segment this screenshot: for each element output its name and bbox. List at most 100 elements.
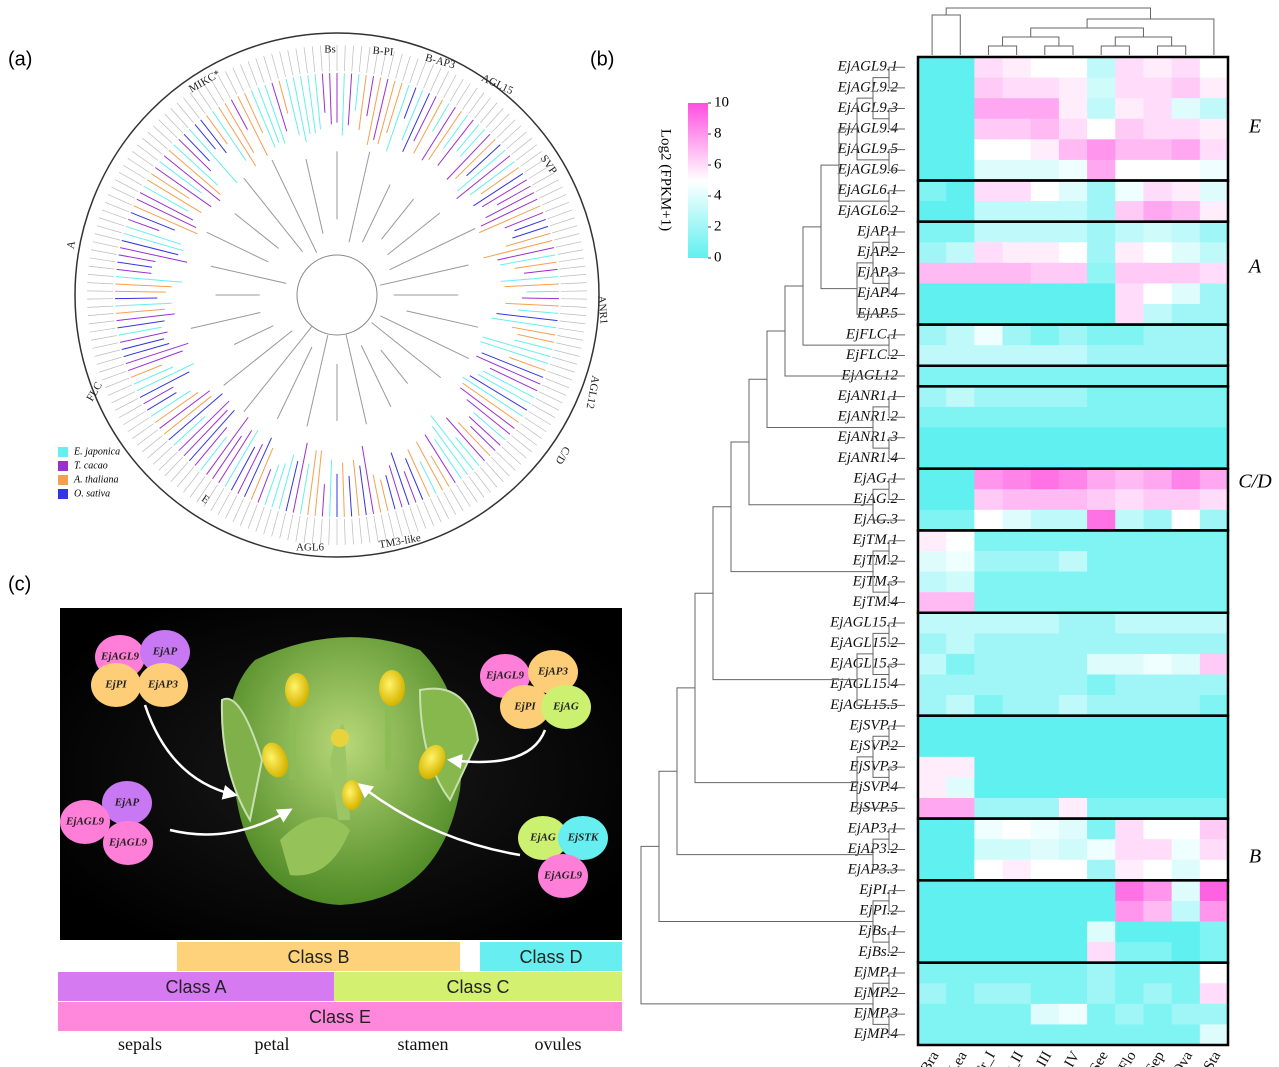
heat-cell bbox=[1115, 860, 1144, 881]
branch bbox=[195, 124, 216, 149]
heat-cell bbox=[1115, 633, 1144, 654]
dendrogram bbox=[659, 771, 873, 921]
clade-label: E bbox=[199, 493, 212, 507]
heat-cell bbox=[974, 551, 1003, 572]
heat-cell bbox=[1031, 819, 1060, 840]
branch bbox=[315, 450, 322, 516]
legend-label: A. thaliana bbox=[73, 474, 118, 485]
heat-cell bbox=[1200, 78, 1229, 99]
heat-cell bbox=[1143, 304, 1172, 325]
heat-cell bbox=[974, 819, 1003, 840]
leaf-tick bbox=[137, 145, 158, 161]
heat-cell bbox=[1031, 139, 1060, 160]
heat-cell bbox=[1087, 530, 1116, 551]
column-label: See bbox=[1087, 1048, 1112, 1067]
branch bbox=[219, 107, 256, 166]
dendrogram bbox=[1003, 37, 1059, 46]
heat-cell bbox=[1200, 839, 1229, 860]
branch bbox=[279, 455, 294, 509]
branch bbox=[131, 365, 162, 377]
row-label: EjAGL12 bbox=[840, 367, 898, 383]
heat-cell bbox=[1115, 592, 1144, 613]
leaf-tick bbox=[248, 504, 257, 528]
branch bbox=[386, 85, 409, 151]
clade-label: B-AP3 bbox=[424, 52, 457, 72]
heat-cell bbox=[1031, 386, 1060, 407]
branch bbox=[147, 393, 176, 411]
leaf-tick bbox=[511, 138, 531, 154]
heat-cell bbox=[1087, 819, 1116, 840]
row-label: EjTM.3 bbox=[852, 573, 898, 589]
leaf-tick bbox=[486, 108, 503, 127]
heat-cell bbox=[1003, 942, 1032, 963]
branch bbox=[481, 199, 537, 226]
heat-cell bbox=[946, 633, 975, 654]
group-label: E bbox=[1248, 116, 1261, 138]
heat-cell bbox=[1059, 819, 1088, 840]
heat-cell bbox=[1031, 366, 1060, 387]
heat-cell bbox=[946, 1024, 975, 1045]
heat-cell bbox=[1059, 633, 1088, 654]
heat-cell bbox=[918, 963, 947, 984]
heat-cell bbox=[1115, 407, 1144, 428]
heat-cell bbox=[974, 695, 1003, 716]
heat-cell bbox=[946, 345, 975, 366]
heat-cell bbox=[1172, 633, 1201, 654]
leaf-tick bbox=[550, 364, 575, 372]
leaf-tick bbox=[417, 504, 426, 528]
heat-cell bbox=[1003, 695, 1032, 716]
heat-cell bbox=[1059, 98, 1088, 119]
branch bbox=[322, 484, 324, 516]
leaf-tick bbox=[560, 313, 586, 315]
heat-cell bbox=[1059, 386, 1088, 407]
column-label: Fr_III bbox=[1023, 1049, 1055, 1067]
legend-swatch bbox=[58, 489, 68, 499]
heat-cell bbox=[1143, 510, 1172, 531]
heat-cell bbox=[1115, 160, 1144, 181]
heat-cell bbox=[1003, 263, 1032, 284]
inner-branch bbox=[224, 331, 293, 386]
branch bbox=[404, 471, 416, 502]
row-label: EjMP.3 bbox=[853, 1006, 898, 1022]
row-label: EjAGL15.3 bbox=[829, 656, 898, 672]
branch bbox=[506, 303, 559, 306]
leaf-tick bbox=[486, 462, 503, 481]
heat-cell bbox=[946, 448, 975, 469]
branch bbox=[151, 391, 190, 417]
row-label: EjBs.1 bbox=[857, 923, 898, 939]
heat-cell bbox=[1115, 139, 1144, 160]
branch bbox=[134, 367, 173, 384]
heat-cell bbox=[918, 551, 947, 572]
branch bbox=[122, 241, 178, 255]
heat-cell bbox=[1172, 510, 1201, 531]
heat-cell bbox=[946, 716, 975, 737]
row-label: EjAP3.3 bbox=[847, 861, 898, 877]
heat-cell bbox=[946, 983, 975, 1004]
heat-cell bbox=[1143, 222, 1172, 243]
branch bbox=[359, 75, 366, 130]
leaf-tick bbox=[561, 306, 587, 307]
heat-cell bbox=[1003, 510, 1032, 531]
leaf-tick bbox=[248, 61, 257, 85]
tree-root bbox=[297, 255, 377, 335]
heat-cell bbox=[1143, 592, 1172, 613]
leaf-tick bbox=[264, 509, 272, 534]
heat-cell bbox=[1003, 654, 1032, 675]
legend-label: E. japonica bbox=[73, 446, 120, 457]
heat-cell bbox=[974, 633, 1003, 654]
heat-cell bbox=[946, 942, 975, 963]
heat-cell bbox=[1031, 839, 1060, 860]
branch bbox=[367, 76, 374, 116]
branch bbox=[387, 83, 402, 133]
heat-cell bbox=[918, 160, 947, 181]
inner-branch bbox=[349, 152, 370, 242]
heat-cell bbox=[1200, 407, 1229, 428]
clade-label: Bs bbox=[324, 44, 336, 56]
leaf-tick bbox=[410, 507, 418, 532]
heat-cell bbox=[946, 963, 975, 984]
leaf-tick bbox=[304, 47, 307, 73]
leaf-tick bbox=[396, 511, 403, 536]
heat-cell bbox=[1031, 551, 1060, 572]
clade-label: ANR1 bbox=[595, 295, 609, 325]
heat-cell bbox=[1059, 530, 1088, 551]
